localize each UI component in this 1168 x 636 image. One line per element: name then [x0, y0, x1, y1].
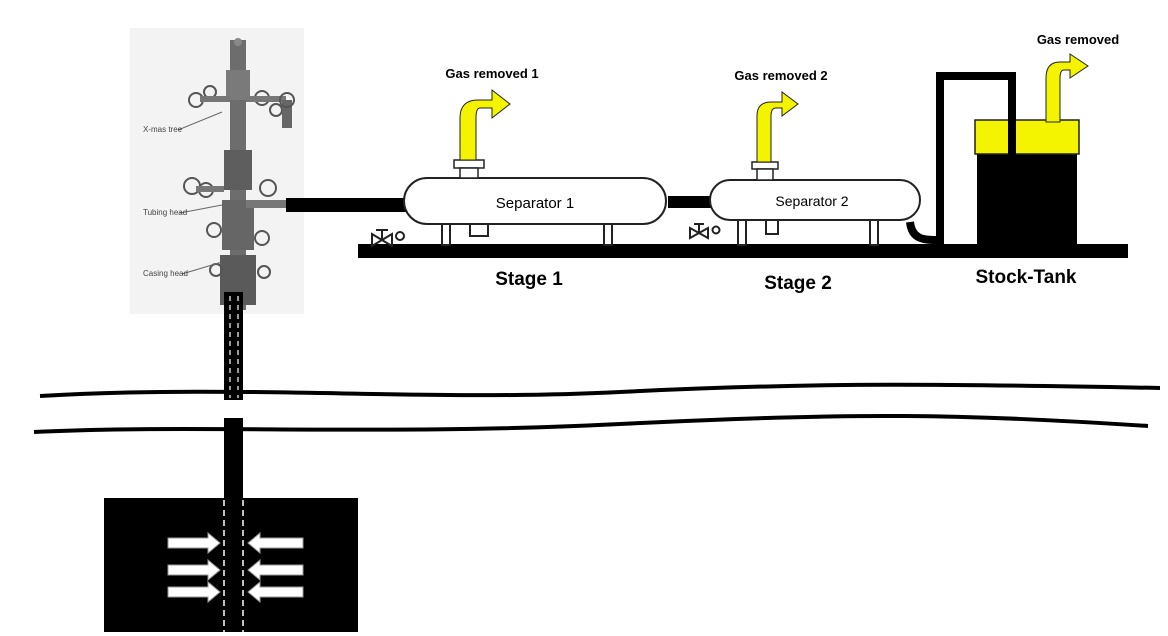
gas-removed-2-label: Gas removed 2	[734, 68, 827, 83]
gas-arrow-stock-tank-icon	[1045, 53, 1089, 123]
stage-2-label: Stage 2	[764, 273, 832, 294]
separator-2: Separator 2	[689, 161, 921, 246]
ground-line-lower	[33, 413, 1149, 434]
inflow-arrows-right	[247, 531, 304, 604]
inflow-arrow-right	[247, 580, 304, 604]
pipe-sep2-to-stock-tank	[906, 72, 1016, 245]
inflow-arrow-left	[167, 558, 221, 582]
pipe-sep1-to-sep2	[668, 196, 712, 208]
label-xmas-tree: X-mas tree	[143, 125, 183, 134]
reservoir	[104, 498, 358, 632]
drain-valve-icon	[371, 229, 405, 248]
separator-2-vessel	[709, 179, 921, 221]
separator-1: Separator 1	[371, 159, 667, 248]
stock-tank-liquid	[977, 154, 1077, 244]
wellhead: X-mas tree Tubing head Casing head	[130, 28, 304, 314]
pipe-wellhead-to-sep1	[286, 198, 406, 212]
inflow-arrow-right	[247, 558, 304, 582]
gas-arrow-2-icon	[756, 91, 799, 163]
drain-valve-icon	[689, 223, 721, 240]
separator-1-vessel	[403, 177, 667, 225]
wellhead-photo-background	[130, 28, 304, 314]
base-platform	[358, 244, 1128, 258]
gas-removed-1-label: Gas removed 1	[445, 66, 538, 81]
gas-removed-stock-tank-label: Gas removed	[1037, 32, 1119, 47]
stock-tank-label: Stock-Tank	[975, 267, 1076, 288]
wellbore-upper	[224, 292, 243, 400]
label-casing-head: Casing head	[143, 269, 188, 278]
inflow-arrow-left	[167, 531, 221, 555]
inflow-arrow-right	[247, 531, 304, 555]
separator-2-label: Separator 2	[775, 193, 848, 209]
stock-tank-gas-cap	[974, 119, 1080, 155]
stage-1-label: Stage 1	[495, 269, 563, 290]
label-tubing-head: Tubing head	[143, 208, 187, 217]
ground-line-upper	[39, 382, 1161, 398]
stock-tank	[974, 76, 1080, 244]
inflow-arrow-left	[167, 580, 221, 604]
inflow-arrows-left	[167, 531, 221, 604]
separator-1-label: Separator 1	[496, 195, 574, 212]
gas-arrow-1-icon	[459, 88, 511, 161]
